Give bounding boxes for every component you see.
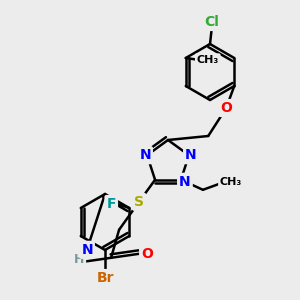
Text: F: F — [106, 197, 116, 211]
Text: N: N — [81, 243, 93, 257]
Text: O: O — [220, 101, 232, 115]
Text: Br: Br — [96, 271, 114, 285]
Text: N: N — [185, 148, 197, 162]
Text: N: N — [179, 175, 191, 189]
Text: O: O — [141, 247, 153, 261]
Text: CH₃: CH₃ — [196, 55, 219, 65]
Text: S: S — [134, 195, 144, 209]
Text: CH₃: CH₃ — [220, 177, 242, 187]
Text: Cl: Cl — [205, 15, 219, 29]
Text: H: H — [74, 253, 84, 266]
Text: N: N — [139, 148, 151, 162]
